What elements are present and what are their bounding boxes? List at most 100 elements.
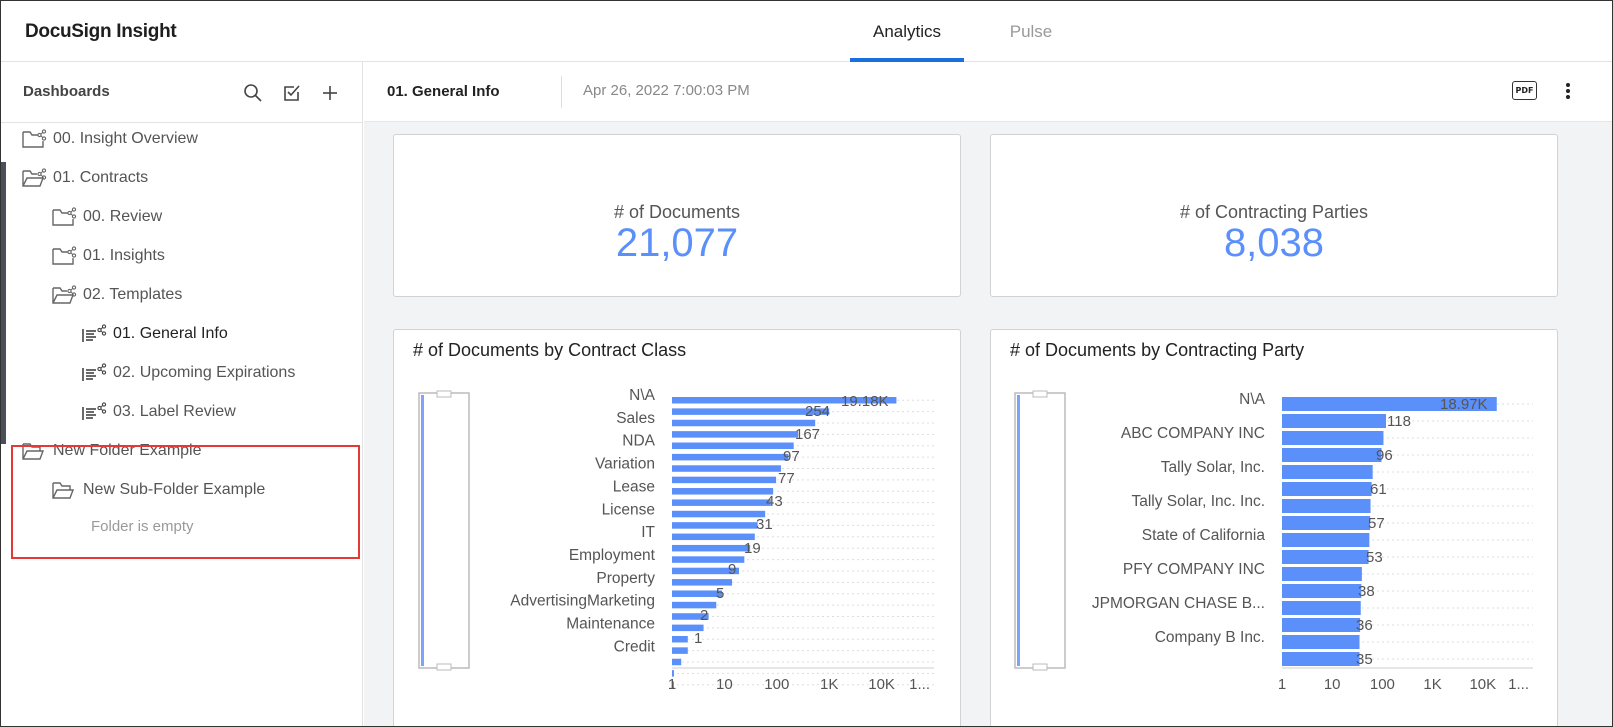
bar: [1282, 635, 1360, 649]
bar: [672, 499, 771, 506]
folder-share-icon: [51, 245, 77, 267]
tab-analytics[interactable]: Analytics: [850, 1, 964, 62]
active-branch-indicator: [1, 162, 6, 444]
bar: [1282, 414, 1387, 428]
sidebar-item-label: 02. Templates: [83, 286, 183, 303]
dashboards-sidebar: Dashboards 00. Insight Overview 01. Contr…: [1, 62, 363, 726]
category-label: ABC COMPANY INC: [1121, 425, 1265, 442]
bar: [1282, 465, 1373, 479]
sidebar-item-new-sub-folder-example[interactable]: New Sub-Folder Example: [1, 470, 362, 510]
data-label: 2: [700, 607, 708, 624]
data-label: 43: [766, 493, 783, 510]
multi-select-button[interactable]: [279, 80, 305, 106]
bar: [672, 567, 740, 575]
dashboard-header: 01. General Info Apr 26, 2022 7:00:03 PM…: [364, 62, 1612, 122]
bar: [672, 419, 816, 427]
dashboard-title: 01. General Info: [387, 83, 500, 100]
bar: [1282, 533, 1370, 547]
sidebar-item-label: New Folder Example: [53, 442, 202, 459]
data-label: 18.97K: [1440, 396, 1488, 413]
x-tick-label: 10: [716, 676, 733, 693]
bar: [1282, 482, 1372, 496]
x-tick-label: 10: [1324, 676, 1341, 693]
sidebar-item-label: 00. Insight Overview: [53, 130, 198, 147]
category-label: Variation: [595, 456, 655, 473]
dashboard-share-icon: [81, 362, 107, 384]
x-tick-label: 1: [668, 676, 676, 693]
plus-icon: [323, 86, 337, 100]
sidebar-item-label: 02. Upcoming Expirations: [113, 364, 296, 381]
chart-card-contracting-party[interactable]: N\A ABC COMPANY INC Tally Solar, Inc. Tally…: [990, 329, 1558, 726]
kpi-value: 21,077: [615, 221, 739, 265]
x-tick-label: 1...: [1508, 676, 1529, 693]
kpi-label: # of Documents: [613, 202, 741, 222]
data-label: 167: [795, 426, 820, 443]
sidebar-item-02-templates[interactable]: 02. Templates: [1, 275, 362, 315]
category-label: State of California: [1142, 527, 1266, 544]
app-logo: DocuSign Insight: [25, 21, 177, 42]
category-label: Tally Solar, Inc.: [1161, 459, 1265, 476]
search-icon: [244, 84, 262, 102]
sidebar-item-00-review[interactable]: 00. Review: [1, 197, 362, 237]
data-label: 61: [1370, 481, 1387, 498]
checkbox-icon: [284, 85, 300, 101]
bar: [1282, 550, 1369, 564]
scrollbar-handle-top: [1032, 390, 1048, 398]
search-button[interactable]: [240, 80, 266, 106]
bar: [1282, 516, 1371, 530]
folder-open-icon: [21, 440, 47, 462]
data-label: 31: [756, 516, 773, 533]
sidebar-item-new-folder-example[interactable]: New Folder Example: [1, 431, 362, 471]
x-tick-label: 1: [1278, 676, 1286, 693]
bar: [672, 510, 766, 518]
sidebar-header: Dashboards: [1, 62, 362, 123]
bar: [672, 533, 755, 541]
data-label: 1: [694, 630, 702, 647]
tab-pulse[interactable]: Pulse: [1009, 22, 1053, 41]
data-label: 5: [716, 585, 724, 602]
folder-share-icon: [21, 128, 47, 150]
dot: [1566, 83, 1570, 87]
sidebar-item-01-insights[interactable]: 01. Insights: [1, 236, 362, 276]
bar: [672, 590, 723, 597]
chart-title: # of Documents by Contracting Party: [1010, 340, 1305, 360]
sidebar-item-01-general-info[interactable]: 01. General Info: [1, 314, 362, 354]
category-label: NDA: [622, 433, 655, 450]
dashboard-share-icon: [81, 401, 107, 423]
data-label: 96: [1376, 447, 1393, 464]
sidebar-item-label: 01. Contracts: [53, 169, 149, 186]
chart-card-contract-class[interactable]: N\A Sales NDA Variation Lease License IT Employ…: [393, 329, 961, 726]
sidebar-item-02-upcoming-expirations[interactable]: 02. Upcoming Expirations: [1, 353, 362, 393]
kpi-parties-card[interactable]: # of Contracting Parties 8,038: [990, 134, 1558, 297]
category-label: N\A: [1239, 391, 1266, 408]
scrollbar-preview: [421, 395, 424, 666]
export-pdf-button[interactable]: PDF: [1512, 81, 1537, 100]
category-label: JPMORGAN CHASE B...: [1092, 595, 1265, 612]
bar: [672, 522, 758, 529]
data-label: 36: [1356, 617, 1373, 634]
sidebar-item-00-insight-overview[interactable]: 00. Insight Overview: [1, 119, 362, 159]
category-label: Company B Inc.: [1155, 629, 1265, 646]
kpi-documents-card[interactable]: # of Documents 21,077: [393, 134, 961, 297]
bar: [1282, 397, 1497, 411]
sidebar-item-label: 01. General Info: [113, 325, 228, 342]
sidebar-item-01-contracts[interactable]: 01. Contracts: [1, 158, 362, 198]
bar: [1282, 584, 1362, 598]
kpi-value: 8,038: [1223, 221, 1325, 265]
add-button[interactable]: [317, 80, 343, 106]
category-label: AdvertisingMarketing: [510, 593, 655, 610]
data-label: 53: [1366, 549, 1383, 566]
more-options-button[interactable]: [1560, 80, 1576, 102]
category-label: IT: [641, 524, 655, 541]
data-label: 118: [1387, 413, 1411, 430]
data-label: 35: [1356, 651, 1373, 668]
data-label: 38: [1358, 583, 1375, 600]
x-tick-label: 1K: [820, 676, 838, 693]
category-label: PFY COMPANY INC: [1123, 561, 1265, 578]
bar: [1282, 499, 1371, 513]
sidebar-item-03-label-review[interactable]: 03. Label Review: [1, 392, 362, 432]
bar: [1282, 652, 1360, 666]
folder-open-share-icon: [51, 284, 77, 306]
chart-scrollbar: [1014, 392, 1066, 669]
